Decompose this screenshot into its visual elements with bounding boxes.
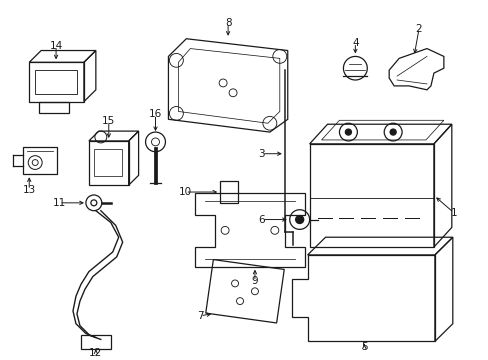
Bar (81, 336, 111, 349)
Text: 15: 15 (102, 116, 115, 126)
Text: 12: 12 (89, 348, 102, 358)
Text: 8: 8 (224, 18, 231, 28)
Text: 2: 2 (415, 24, 422, 34)
Circle shape (345, 129, 351, 135)
Text: 11: 11 (52, 198, 65, 208)
Bar (23, 147, 57, 174)
Text: 3: 3 (258, 149, 264, 159)
Text: 4: 4 (351, 38, 358, 48)
Bar (309, 144, 433, 247)
Text: 10: 10 (179, 187, 191, 197)
Bar (94, 149, 122, 176)
Bar (220, 181, 238, 203)
Text: 16: 16 (148, 109, 162, 120)
Text: 7: 7 (197, 311, 203, 321)
Text: 5: 5 (360, 342, 367, 352)
Text: 9: 9 (251, 276, 258, 287)
Text: 6: 6 (258, 215, 264, 225)
Circle shape (295, 216, 303, 224)
Bar (89, 141, 128, 185)
Circle shape (389, 129, 395, 135)
Text: 14: 14 (49, 41, 62, 51)
Text: 13: 13 (22, 185, 36, 195)
Bar (35, 70, 77, 94)
Bar (39, 102, 69, 113)
Bar (29, 62, 84, 102)
Text: 1: 1 (449, 208, 456, 218)
